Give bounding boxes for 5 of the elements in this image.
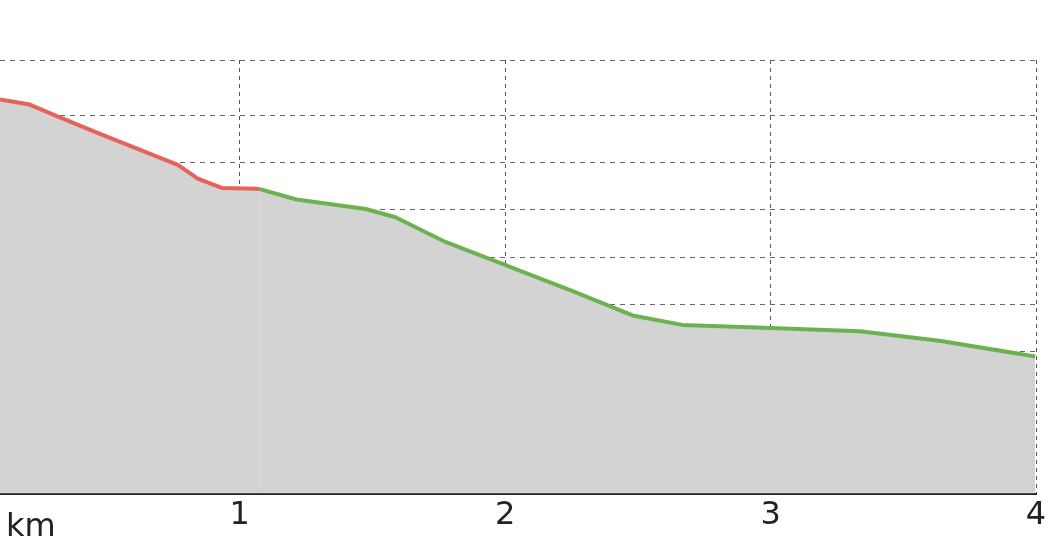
x-axis-title: km [6,505,56,544]
x-tick-label: 2 [494,494,516,533]
x-tick-label: 3 [760,494,781,533]
x-tick-label: 1 [229,494,250,533]
x-tick-label: 4 [1025,494,1047,533]
